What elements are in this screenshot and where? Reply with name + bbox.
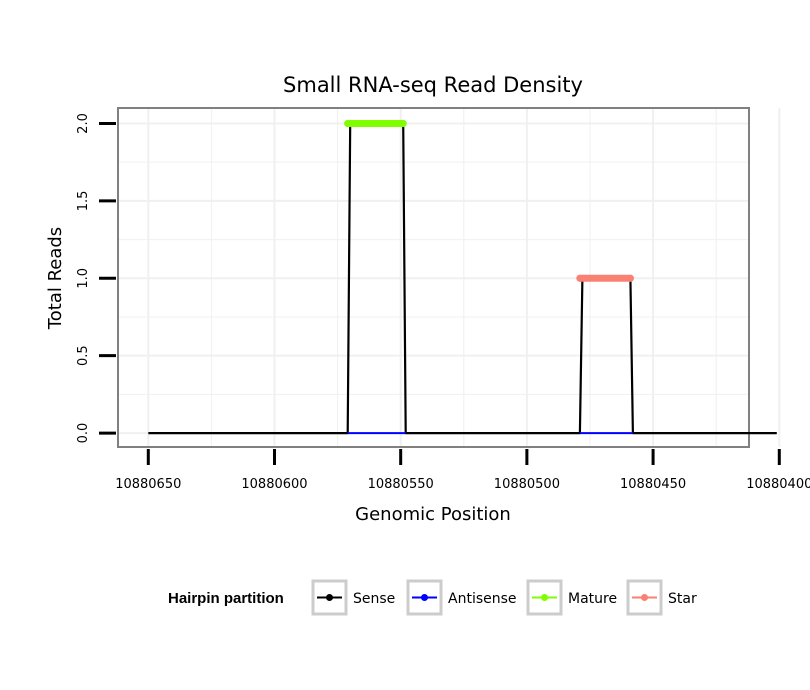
legend-label: Mature bbox=[568, 591, 617, 607]
series-layer bbox=[148, 119, 777, 435]
y-tick-label: 0.5 bbox=[76, 345, 91, 366]
y-axis: 0.0 0.5 1.0 1.5 2.0 bbox=[76, 113, 116, 443]
legend-item-star: Star bbox=[626, 579, 697, 616]
y-tick-label: 0.0 bbox=[76, 423, 91, 444]
legend-label: Sense bbox=[353, 591, 395, 607]
data-point-mature bbox=[344, 119, 352, 127]
plot-panel-border bbox=[117, 107, 750, 448]
grid-lines bbox=[118, 108, 781, 447]
legend-item-mature: Mature bbox=[526, 579, 617, 616]
data-point-mature bbox=[399, 119, 407, 127]
x-tick-label: 10880500 bbox=[494, 477, 560, 492]
x-tick-label: 10880550 bbox=[368, 477, 434, 492]
chart-title: Small RNA-seq Read Density bbox=[283, 73, 583, 97]
legend-item-antisense: Antisense bbox=[406, 579, 517, 616]
series-line-sense bbox=[148, 122, 777, 435]
y-tick-label: 1.0 bbox=[76, 268, 91, 289]
x-tick-label: 10880600 bbox=[241, 477, 307, 492]
x-tick-label: 10880450 bbox=[620, 477, 686, 492]
y-tick-label: 2.0 bbox=[76, 113, 91, 134]
y-tick-label: 1.5 bbox=[76, 191, 91, 212]
legend-title: Hairpin partition bbox=[168, 590, 284, 607]
x-tick-label: 10880400 bbox=[746, 477, 810, 492]
data-point-star bbox=[576, 274, 584, 282]
data-point-star bbox=[626, 274, 634, 282]
legend-label: Antisense bbox=[448, 591, 517, 607]
legend-key-marker bbox=[541, 594, 548, 601]
legend-item-sense: Sense bbox=[311, 579, 395, 616]
legend-key-marker bbox=[421, 594, 428, 601]
legend-key-marker bbox=[326, 594, 333, 601]
legend: Hairpin partition Sense Antisense Mature St… bbox=[168, 579, 697, 616]
y-axis-title: Total Reads bbox=[45, 227, 66, 330]
x-tick-label: 10880650 bbox=[115, 477, 181, 492]
legend-label: Star bbox=[668, 591, 697, 607]
legend-key-marker bbox=[641, 594, 648, 601]
x-axis: 10880650 10880600 10880550 10880500 10880450… bbox=[115, 449, 810, 492]
x-axis-title: Genomic Position bbox=[355, 504, 511, 525]
